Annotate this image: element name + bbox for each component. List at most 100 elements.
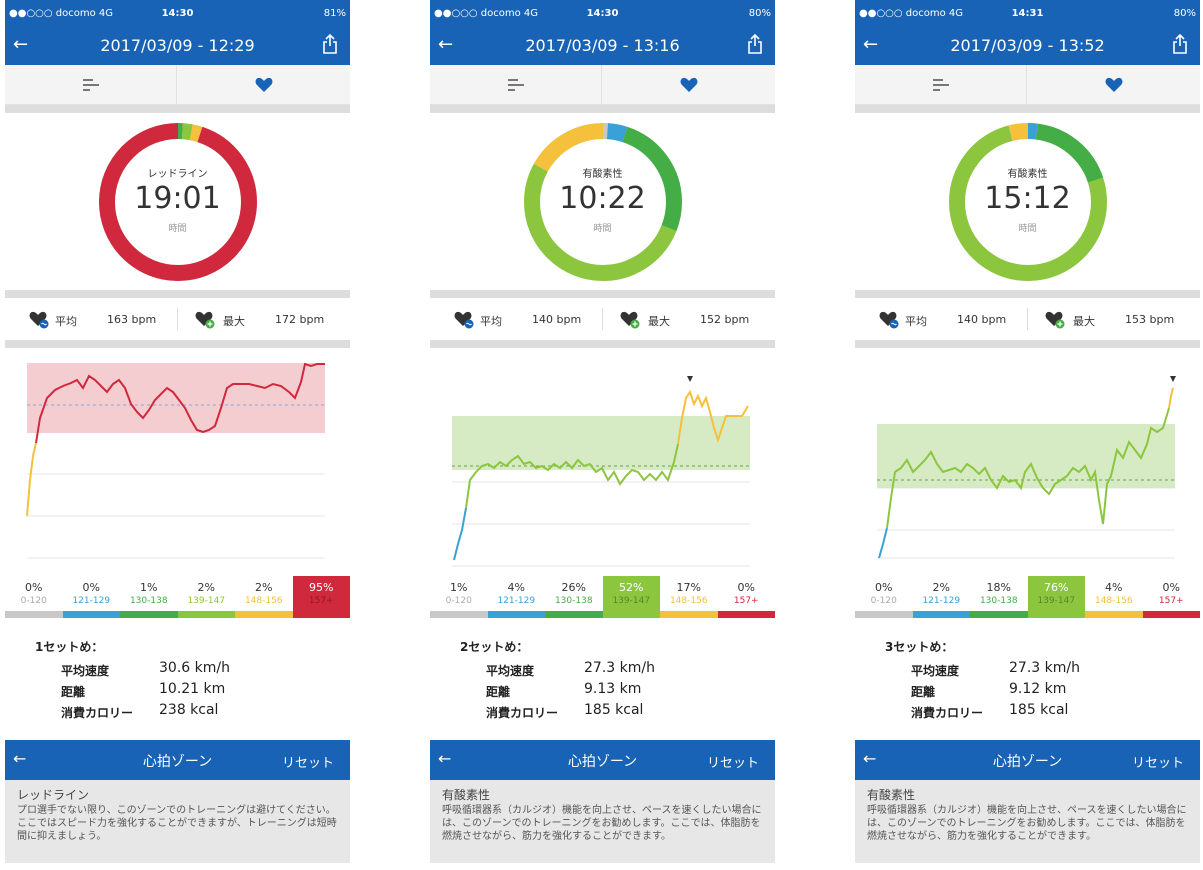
share-icon[interactable] (322, 34, 338, 54)
zone-cell: 4% 121-129 (487, 576, 545, 618)
max-marker (1170, 376, 1176, 382)
tab-laps[interactable] (855, 65, 1027, 105)
zone-cell: 0% 0-120 (5, 576, 63, 618)
zone-stripe (62, 611, 120, 618)
zone-range: 139-147 (612, 596, 651, 606)
separator (5, 340, 350, 348)
set-summary: 1セットめ： 平均速度 30.6 km/h 距離 10.21 km 消費カロリー 23… (5, 630, 350, 730)
zone-stripe (5, 611, 63, 618)
duration-value: 10:22 (559, 181, 646, 216)
reset-button[interactable]: リセット (706, 756, 759, 771)
avg-label: 平均 (905, 315, 927, 328)
share-icon[interactable] (1172, 34, 1188, 54)
tab-laps[interactable] (430, 65, 602, 105)
zone-percent: 0% (82, 581, 100, 594)
zone-stripe (430, 611, 488, 618)
heart-avg-icon (879, 311, 899, 329)
heart-max-icon (1045, 311, 1065, 329)
zone-card-title: 心拍ゾーン (142, 754, 213, 770)
status-time: 14:30 (586, 8, 619, 19)
zone-range: 139-147 (1037, 596, 1076, 606)
status-time: 14:31 (1011, 8, 1044, 19)
zone-percent: 95% (309, 581, 334, 594)
donut-segment (524, 123, 682, 281)
nav-title: 2017/03/09 - 12:29 (100, 36, 255, 55)
back-button[interactable]: ← (863, 34, 879, 55)
stat-value: 9.13 km (584, 681, 642, 697)
stat-value: 9.12 km (1009, 681, 1067, 697)
zone-range: 0-120 (870, 596, 897, 606)
zone-range: 0-120 (20, 596, 47, 606)
status-bar: ●●○○○ docomo 4G 14:30 81% (5, 0, 350, 28)
stat-label: 距離 (911, 685, 936, 699)
zone-donut-section: レッドライン 19:01 時間 (5, 113, 350, 290)
separator (5, 290, 350, 298)
zone-range: 148-156 (1094, 596, 1133, 606)
stat-value: 10.21 km (159, 681, 226, 697)
zone-description-text: 呼吸循環器系（カルジオ）機能を向上させ、ペースを速くしたい場合には、このゾーンで… (442, 805, 762, 842)
stat-row-calories: 消費カロリー 185 kcal (486, 702, 775, 722)
separator (855, 105, 1200, 113)
zone-stripe (1142, 611, 1200, 618)
duration-unit: 時間 (1018, 224, 1037, 234)
zone-range: 157+ (1158, 596, 1184, 606)
nav-bar: ← 2017/03/09 - 12:29 (5, 28, 350, 65)
reset-button[interactable]: リセット (1131, 756, 1184, 771)
status-time: 14:30 (161, 8, 194, 19)
heart-rate-line-start (26, 442, 37, 517)
zone-percent: 4% (1105, 581, 1123, 594)
screenshot-panel-3: ●●○○○ docomo 4G 14:31 80% ← 2017/03/09 -… (855, 0, 1200, 870)
back-button[interactable]: ← (438, 34, 454, 55)
tab-heart-rate[interactable] (177, 65, 349, 105)
stat-row-speed: 平均速度 27.3 km/h (486, 660, 775, 680)
donut-segment (524, 123, 682, 281)
max-bpm: 152 bpm (700, 313, 750, 326)
stat-row-distance: 距離 9.13 km (486, 681, 775, 701)
stat-label: 消費カロリー (61, 706, 134, 720)
zone-range: 148-156 (244, 596, 283, 606)
zone-range: 157+ (308, 596, 334, 606)
zone-percent: 2% (255, 581, 273, 594)
heart-rate-summary: 平均 163 bpm 最大 172 bpm (5, 298, 350, 340)
share-icon[interactable] (747, 34, 763, 54)
zone-percent: 0% (25, 581, 43, 594)
list-icon (83, 79, 99, 91)
back-button[interactable]: ← (13, 749, 27, 768)
back-button[interactable]: ← (438, 749, 452, 768)
zone-cell: 0% 157+ (1142, 576, 1200, 618)
stat-value: 27.3 km/h (1009, 660, 1080, 676)
heart-rate-line (465, 443, 679, 509)
donut-segment (99, 123, 257, 281)
heart-max-icon (195, 311, 215, 329)
back-button[interactable]: ← (863, 749, 877, 768)
stat-label: 平均速度 (61, 664, 110, 678)
zone-description-text: 呼吸循環器系（カルジオ）機能を向上させ、ペースを速くしたい場合には、このゾーンで… (867, 805, 1187, 842)
zone-card-title: 心拍ゾーン (992, 754, 1063, 770)
tab-heart-rate[interactable] (602, 65, 774, 105)
stat-row-speed: 平均速度 27.3 km/h (911, 660, 1200, 680)
reset-button[interactable]: リセット (281, 756, 334, 771)
zone-description-title: 有酸素性 (442, 788, 491, 802)
zone-range: 148-156 (669, 596, 708, 606)
stat-value: 238 kcal (159, 702, 219, 718)
separator (430, 290, 775, 298)
zone-description-title: レッドライン (17, 788, 90, 802)
duration-value: 15:12 (984, 181, 1071, 216)
separator (430, 105, 775, 113)
donut-segment (949, 123, 1107, 281)
tab-heart-rate[interactable] (1027, 65, 1199, 105)
zone-percent: 2% (932, 581, 950, 594)
back-button[interactable]: ← (13, 34, 29, 55)
stat-row-speed: 平均速度 30.6 km/h (61, 660, 350, 680)
heart-rate-line-peak (1168, 387, 1174, 409)
tab-laps[interactable] (5, 65, 177, 105)
zone-percent: 76% (1044, 581, 1069, 594)
status-bar: ●●○○○ docomo 4G 14:31 80% (855, 0, 1200, 28)
heart-icon (255, 77, 273, 92)
zone-donut-chart (99, 123, 257, 281)
heart-rate-line (35, 362, 325, 444)
separator (855, 290, 1200, 298)
set-title: 2セットめ： (460, 640, 529, 654)
zone-percent: 4% (507, 581, 525, 594)
zone-cell: 0% 157+ (717, 576, 775, 618)
